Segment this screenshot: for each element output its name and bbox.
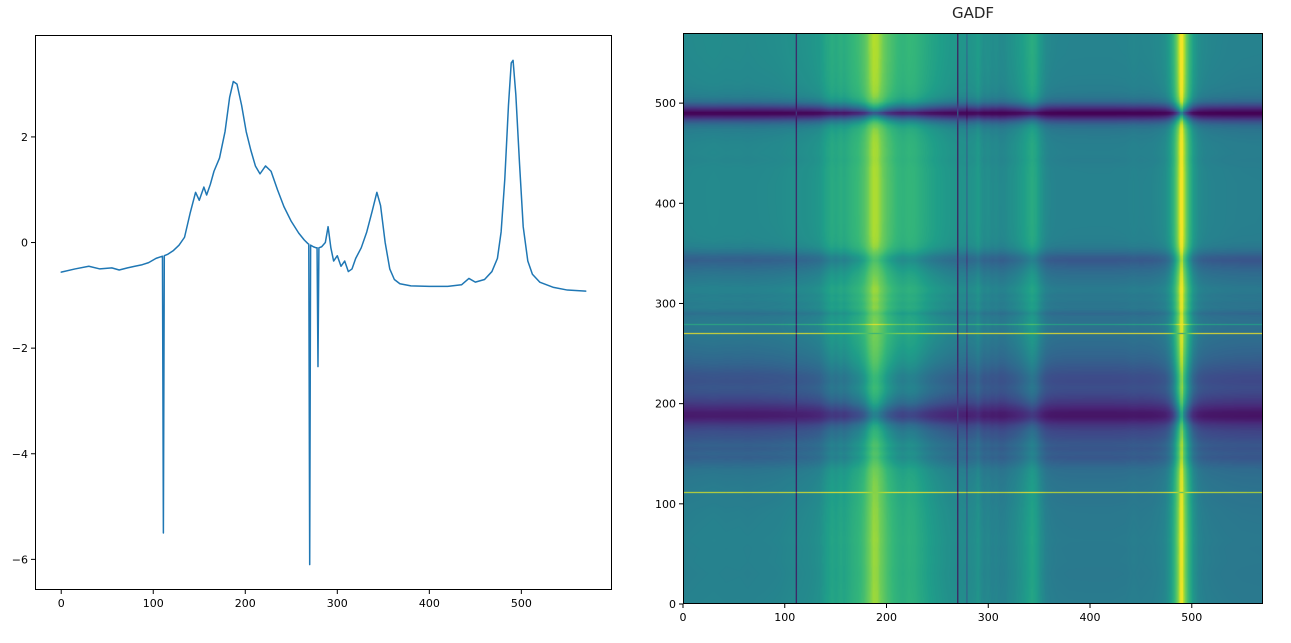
gadf-heatmap-image [683, 33, 1263, 604]
line-chart: 0 100 200 300 400 500 −6 −4 −2 0 2 [12, 35, 612, 610]
x-tick-label: 100 [143, 597, 164, 610]
y-tick-label: 0 [669, 598, 676, 611]
x-tick-label: 0 [680, 611, 687, 624]
x-tick-label: 100 [774, 611, 795, 624]
x-tick-label: 400 [1080, 611, 1101, 624]
y-tick-label: 2 [21, 131, 28, 144]
x-tick-label: 400 [419, 597, 440, 610]
x-tick-label: 500 [511, 597, 532, 610]
x-tick-label: 300 [978, 611, 999, 624]
x-tick-label: 300 [327, 597, 348, 610]
gadf-title: GADF [951, 4, 995, 22]
y-tick-label: −2 [12, 342, 28, 355]
y-tick-label: −6 [12, 553, 28, 566]
x-tick-label: 200 [235, 597, 256, 610]
y-tick-label: 0 [21, 237, 28, 250]
signal-line [60, 59, 587, 566]
x-tick-label: 0 [58, 597, 65, 610]
x-tick-label: 200 [876, 611, 897, 624]
axes-frame [35, 35, 612, 590]
y-tick-label: −4 [12, 448, 28, 461]
x-tick-label: 500 [1181, 611, 1202, 624]
